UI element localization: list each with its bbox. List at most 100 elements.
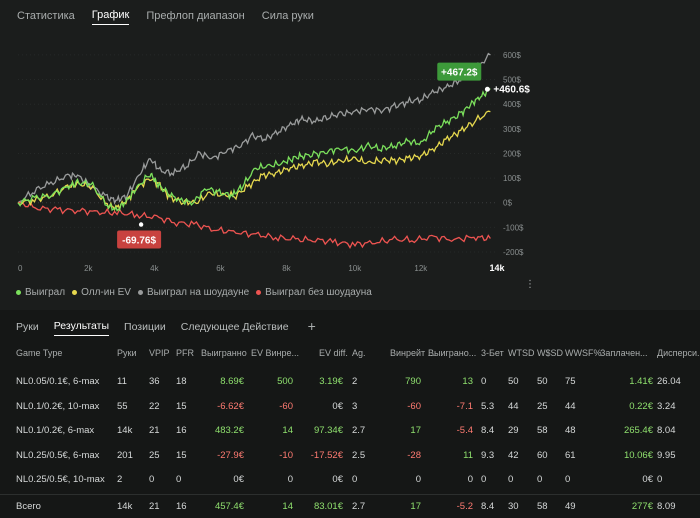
table-cell: 2 xyxy=(352,376,358,387)
table-cell: 25 xyxy=(537,400,548,412)
table-cell: 22 xyxy=(149,400,160,412)
top-tab[interactable]: Статистика xyxy=(17,9,75,22)
bottom-tab[interactable]: Следующее Действие xyxy=(180,320,289,333)
table-cell: NL0.05/0.1€, 6-max xyxy=(16,376,100,387)
table-cell: 0 xyxy=(657,474,663,485)
x-tick-label: 8k xyxy=(282,264,291,273)
y-tick-label: 500$ xyxy=(503,76,521,85)
add-tab-icon[interactable]: + xyxy=(307,318,316,334)
column-header[interactable]: EV diff. xyxy=(319,348,348,358)
table-cell: 44 xyxy=(565,400,576,412)
table-cell: Всего xyxy=(16,501,41,512)
x-tick-label: 10k xyxy=(348,264,362,273)
table-cell: -27.9€ xyxy=(217,449,244,461)
table-cell: 457.4€ xyxy=(214,501,244,512)
column-header[interactable]: Руки xyxy=(117,348,137,358)
legend-item[interactable]: Выиграл без шоудауна xyxy=(256,287,372,298)
column-header[interactable]: Выигранно xyxy=(201,348,247,358)
table-cell: 0 xyxy=(287,474,293,485)
table-row[interactable]: NL0.25/0.5€, 10-max 2 0 0 0€ 0 0€ 0 0 0 0 0 0 0 0€ 0 xyxy=(0,467,700,492)
table-cell: 0 xyxy=(415,474,421,485)
table-cell: 8.09 xyxy=(657,501,676,512)
column-header[interactable]: Винрейт ... xyxy=(390,348,436,358)
column-header[interactable]: PFR xyxy=(176,348,194,358)
legend-item[interactable]: Выиграл xyxy=(16,287,65,298)
table-cell: 790 xyxy=(405,376,421,387)
y-tick-label: -100$ xyxy=(503,223,524,232)
column-header[interactable]: Ag. xyxy=(352,348,366,358)
table-cell: 0€ xyxy=(332,400,343,412)
bottom-tab[interactable]: Руки xyxy=(16,320,39,333)
bottom-tab[interactable]: Позиции xyxy=(124,320,166,333)
table-row[interactable]: NL0.25/0.5€, 6-max 201 25 15 -27.9€ -10 -17.52… xyxy=(0,443,700,468)
min-badge-label: -69.76$ xyxy=(122,236,156,247)
x-tick-label: 2k xyxy=(84,264,93,273)
table-cell: -17.52€ xyxy=(310,449,343,461)
legend-item[interactable]: Олл-ин EV xyxy=(72,287,131,298)
table-cell: 2.5 xyxy=(352,449,366,461)
column-header[interactable]: WWSF% xyxy=(565,348,602,358)
table-cell: 8.4 xyxy=(481,501,495,512)
table-cell: 0 xyxy=(537,474,543,485)
table-cell: 3.19€ xyxy=(319,376,343,387)
table-cell: 277€ xyxy=(631,501,653,512)
more-options-icon[interactable]: ⋮ xyxy=(525,279,535,290)
table-cell: 9.3 xyxy=(481,449,495,461)
table-cell: 8.69€ xyxy=(220,376,244,387)
x-tick-label: 4k xyxy=(150,264,159,273)
table-cell: -5.2 xyxy=(456,501,473,512)
column-header[interactable]: Дисперси... xyxy=(657,348,700,358)
table-cell: 11 xyxy=(117,376,127,387)
graph-panel: 600$ 500$ 400$ 300$ 200$ 100$ 0$ -100$ -200$ 0 2k 4… xyxy=(0,30,700,280)
table-cell: 0 xyxy=(352,474,358,485)
table-cell: -7.1 xyxy=(456,400,473,412)
table-row[interactable]: NL0.1/0.2€, 10-max 55 22 15 -6.62€ -60 0€ 3 -60 -… xyxy=(0,394,700,419)
table-cell: 26.04 xyxy=(657,376,681,387)
table-cell: 0 xyxy=(565,474,571,485)
column-header[interactable]: VPIP xyxy=(149,348,170,358)
table-cell: 17 xyxy=(410,501,421,512)
table-cell: 3 xyxy=(352,400,358,412)
legend-item[interactable]: Выиграл на шоудауне xyxy=(137,287,249,298)
series-line-0 xyxy=(17,88,491,212)
table-cell: 0 xyxy=(481,474,487,485)
table-cell: 0.22€ xyxy=(629,400,653,412)
column-header[interactable]: Заплачен... xyxy=(600,348,648,358)
table-cell: -10 xyxy=(279,449,293,461)
table-cell: NL0.1/0.2€, 6-max xyxy=(16,425,95,436)
table-row[interactable]: Всего 14k 21 16 457.4€ 14 83.01€ 2.7 17 -5.2 8.4 30… xyxy=(0,494,700,518)
column-header[interactable]: 3-Бет xyxy=(481,348,504,358)
top-tab[interactable]: Сила руки xyxy=(261,9,314,22)
column-header[interactable]: Game Type xyxy=(16,348,63,358)
legend-dot-icon xyxy=(256,289,262,295)
table-cell: 16 xyxy=(176,501,187,512)
table-cell: 42 xyxy=(508,449,519,461)
column-header[interactable]: W$SD xyxy=(537,348,564,358)
table-cell: 9.95 xyxy=(657,449,676,461)
column-header[interactable]: WTSD xyxy=(508,348,535,358)
total-divider xyxy=(0,494,700,495)
bottom-tab[interactable]: Результаты xyxy=(53,316,110,336)
table-header-row: Game Type Руки VPIP PFR Выигранно EV Винре...… xyxy=(0,341,700,366)
table-row[interactable]: NL0.05/0.1€, 6-max 11 36 18 8.69€ 500 3.19€ 2 79… xyxy=(0,369,700,394)
top-tab[interactable]: Префлоп диапазон xyxy=(146,9,245,22)
table-cell: 49 xyxy=(565,501,576,512)
table-cell: -6.62€ xyxy=(217,400,244,412)
table-cell: 60 xyxy=(537,449,548,461)
top-tab[interactable]: График xyxy=(91,5,130,25)
table-cell: 5.3 xyxy=(481,400,495,412)
table-cell: 25 xyxy=(149,449,160,461)
min-point-marker xyxy=(138,222,144,227)
table-cell: 21 xyxy=(149,425,160,436)
table-cell: 21 xyxy=(149,501,160,512)
legend-label: Выиграл xyxy=(25,286,66,298)
column-header[interactable]: Выиграно... xyxy=(428,348,477,358)
table-cell: 8.4 xyxy=(481,425,495,436)
table-row[interactable]: NL0.1/0.2€, 6-max 14k 21 16 483.2€ 14 97.34€ 2.… xyxy=(0,418,700,443)
series-line-1 xyxy=(17,110,491,212)
series-line-2 xyxy=(17,52,491,205)
table-cell: -5.4 xyxy=(456,425,473,436)
table-cell: 483.2€ xyxy=(214,425,244,436)
column-header[interactable]: EV Винре... xyxy=(251,348,300,358)
y-tick-label: 100$ xyxy=(503,174,521,183)
